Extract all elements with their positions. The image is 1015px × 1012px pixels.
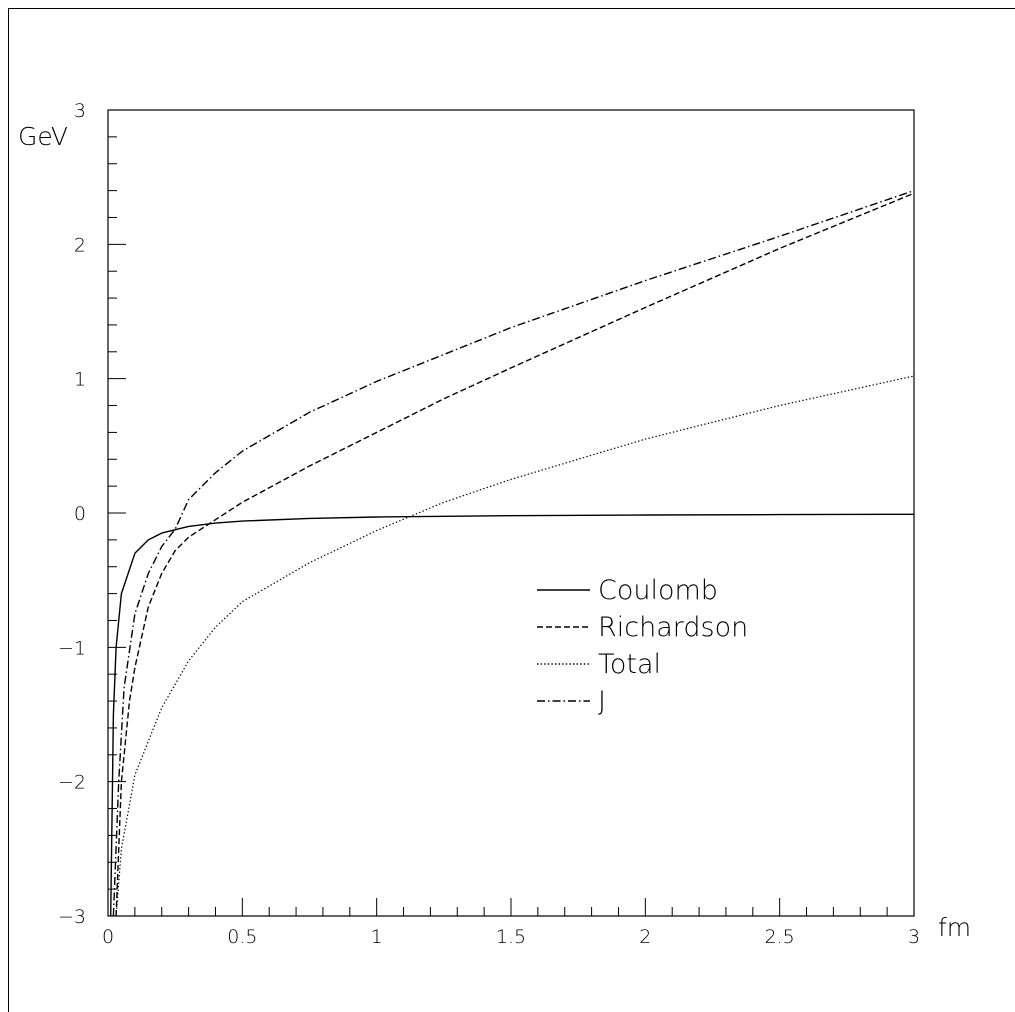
x-tick-label: 2 <box>639 926 651 948</box>
page-border <box>8 8 1015 1012</box>
y-tick-label: −2 <box>58 772 86 794</box>
y-tick-label: 3 <box>74 100 86 122</box>
legend: Coulomb Richardson Total J <box>537 575 748 717</box>
y-axis-label: GeV <box>18 122 68 151</box>
y-axis-ticks <box>108 109 126 917</box>
legend-label: J <box>598 686 606 717</box>
series-lines <box>110 189 915 917</box>
x-tick-label: 0 <box>102 926 114 948</box>
x-tick-label: 1 <box>371 926 383 948</box>
x-axis-ticks <box>107 898 915 916</box>
legend-label: Coulomb <box>598 575 718 606</box>
y-tick-label: −1 <box>58 637 86 659</box>
y-tick-label: −3 <box>58 906 86 928</box>
legend-label: Richardson <box>598 612 748 643</box>
y-tick-label: 0 <box>74 503 86 525</box>
series-line-j <box>112 189 915 917</box>
x-tick-label: 2.5 <box>765 926 795 948</box>
series-line-richardson <box>115 192 915 917</box>
series-line-coulomb <box>110 513 915 917</box>
x-tick-label: 1.5 <box>496 926 526 948</box>
y-tick-label: 1 <box>74 369 86 391</box>
series-line-total <box>115 375 915 917</box>
x-axis-label: fm <box>938 913 971 942</box>
y-axis-tick-labels: −3 −2 −1 0 1 2 3 <box>58 100 86 928</box>
x-tick-label: 0.5 <box>227 926 257 948</box>
plot-frame <box>107 109 915 917</box>
x-tick-label: 3 <box>908 926 920 948</box>
y-tick-label: 2 <box>74 234 86 256</box>
x-axis-tick-labels: 0 0.5 1 1.5 2 2.5 3 <box>102 926 920 948</box>
legend-label: Total <box>598 649 661 680</box>
